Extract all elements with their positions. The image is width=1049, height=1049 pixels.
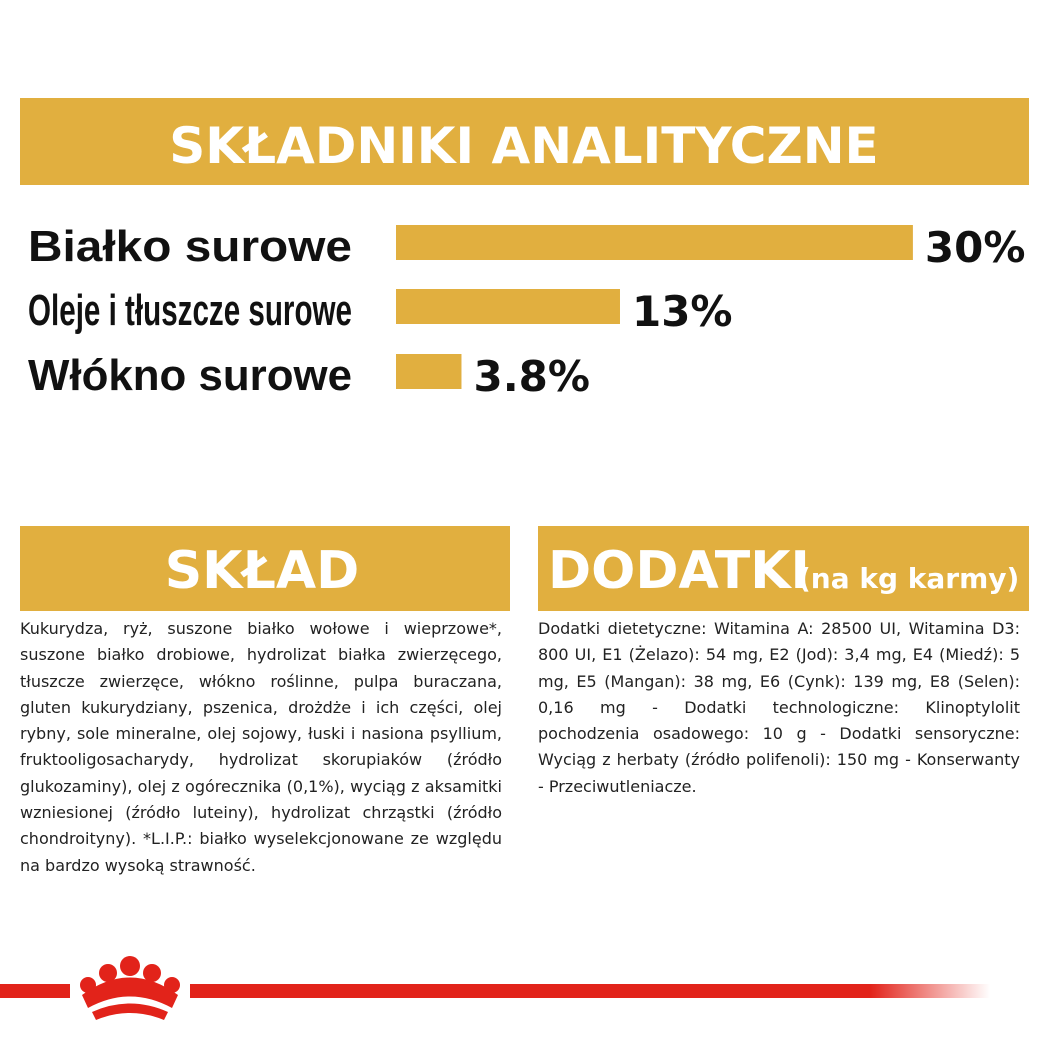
brand-line-right <box>190 984 990 998</box>
bar <box>396 225 913 260</box>
additives-band <box>538 526 1029 611</box>
composition-band <box>20 526 510 611</box>
row-label: Oleje i tłuszcze surowe <box>28 286 352 335</box>
header-band <box>20 98 1029 185</box>
crown-logo <box>80 956 180 1020</box>
additives-text: Dodatki dietetyczne: Witamina A: 28500 U… <box>538 619 1020 796</box>
row-label: Włókno surowe <box>28 351 352 400</box>
bar-value-label: 30% <box>925 223 1026 272</box>
additives-subtitle: (na kg karmy) <box>798 562 1019 595</box>
row-label: Białko surowe <box>28 222 352 271</box>
bar-value-label: 3.8% <box>473 352 589 401</box>
brand-line-left <box>0 984 70 998</box>
bar-value-label: 13% <box>632 287 733 336</box>
composition-text: Kukurydza, ryż, suszone białko wołowe i … <box>20 619 502 875</box>
composition-title: SKŁAD <box>165 541 360 601</box>
bar <box>396 354 462 389</box>
chart-title: SKŁADNIKI ANALITYCZNE <box>169 117 878 175</box>
bar <box>396 289 620 324</box>
additives-title: DODATKI <box>548 541 810 601</box>
